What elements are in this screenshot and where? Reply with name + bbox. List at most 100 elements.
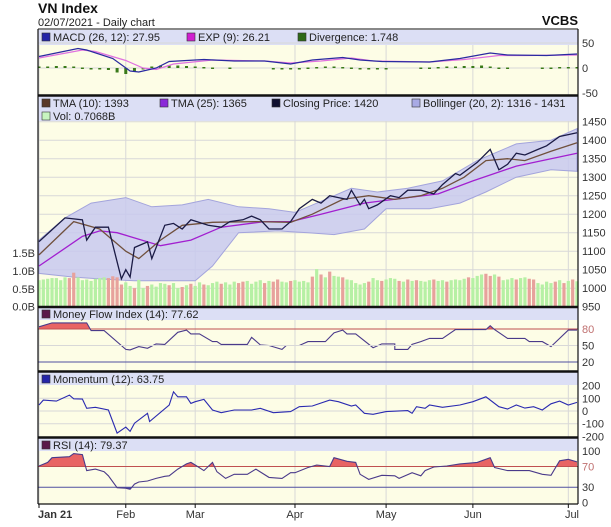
volume-bar	[532, 279, 536, 307]
x-tick-label: Feb	[116, 509, 135, 521]
volume-bar	[419, 280, 423, 307]
volume-bar	[445, 281, 449, 307]
legend-label: Divergence: 1.748	[309, 32, 398, 44]
brand-logo: VCBS	[542, 13, 578, 28]
divergence-bar	[462, 66, 466, 68]
volume-bar	[497, 276, 501, 307]
divergence-bar	[384, 68, 388, 70]
divergence-bar	[115, 68, 119, 73]
volume-bar	[423, 281, 427, 307]
volume-bar	[189, 283, 193, 307]
volume-bar	[406, 279, 410, 307]
divergence-bar	[54, 66, 58, 68]
volume-bar	[453, 279, 458, 307]
divergence-bar	[566, 67, 570, 69]
divergence-bar	[471, 66, 475, 68]
y-tick-label: 80	[582, 324, 594, 336]
x-tick-label: Jun	[464, 509, 482, 521]
divergence-bar	[141, 68, 145, 70]
volume-bar	[89, 280, 93, 307]
volume-bar	[72, 272, 76, 307]
divergence-bar	[358, 68, 362, 70]
panel-rsi: 100 70 30 0	[38, 438, 600, 510]
legend-label: RSI (14): 79.37	[53, 440, 128, 452]
panel-price: 1450 1400 1350 1300 1250 1200 1150 1100 1050 1000…	[12, 96, 606, 314]
volume-bar	[319, 274, 323, 307]
legend-label: TMA (10): 1393	[53, 98, 129, 110]
momentum-line	[38, 390, 578, 434]
mfi-line	[38, 322, 577, 351]
divergence-bar	[540, 67, 544, 69]
volume-bar	[263, 283, 267, 307]
y-tick-label: 1300	[582, 172, 606, 184]
divergence-bar	[375, 68, 379, 70]
x-tick-label: Mar	[186, 509, 205, 521]
volume-bar	[323, 277, 327, 307]
volume-bar	[271, 281, 275, 307]
volume-bar	[46, 278, 50, 307]
volume-bar	[362, 283, 367, 307]
volume-bar	[171, 283, 176, 307]
volume-bar	[462, 278, 466, 307]
y-tick-label: -200	[582, 431, 604, 443]
volume-bar	[59, 280, 63, 307]
volume-bar	[232, 281, 236, 307]
chart-title: VN Index	[38, 0, 98, 16]
volume-bar	[328, 271, 332, 307]
volume-bar	[414, 280, 419, 307]
volume-bar	[167, 285, 171, 307]
volume-bar	[471, 278, 475, 307]
y-tick-label: 1150	[582, 228, 606, 240]
volume-bar	[128, 285, 132, 307]
volume-bar	[145, 285, 150, 307]
legend-swatch	[41, 111, 51, 121]
divergence-bar	[228, 67, 232, 69]
y-tick-label: 100	[582, 393, 600, 405]
volume-bar	[115, 277, 119, 307]
volume-bar	[558, 280, 562, 307]
volume-bar	[202, 284, 206, 307]
divergence-bar	[297, 68, 301, 70]
volume-bar	[310, 276, 314, 307]
divergence-bar	[176, 65, 180, 68]
y-tick-label: -50	[582, 88, 598, 100]
volume-bar	[553, 281, 557, 307]
volume-bar	[54, 278, 58, 307]
volume-bar	[228, 284, 232, 307]
chart-subtitle: 02/07/2021 - Daily chart	[38, 17, 155, 29]
volume-bar	[245, 280, 249, 307]
y-tick-label: 950	[582, 302, 600, 314]
volume-bar	[137, 279, 141, 307]
legend-label: Bollinger (20, 2): 1316 - 1431	[423, 98, 565, 110]
volume-bar	[375, 280, 380, 307]
y-tick-label: 1200	[582, 209, 606, 221]
y-tick-label: 50	[582, 341, 594, 353]
divergence-bar	[211, 67, 215, 69]
divergence-bar	[558, 67, 562, 69]
divergence-bar	[158, 65, 162, 68]
legend-swatch	[41, 98, 51, 108]
legend-swatch	[411, 98, 421, 108]
volume-bar	[349, 280, 353, 307]
volume-bar	[562, 283, 566, 307]
panel-macd: 50 0 -50	[37, 30, 598, 100]
divergence-bar	[124, 68, 128, 74]
volume-bar	[501, 280, 505, 307]
volume-bar	[67, 278, 71, 307]
y-tick-label: 50	[582, 38, 594, 50]
panel-mfi: 80 50 20	[38, 307, 594, 371]
volume-bar	[210, 283, 215, 307]
volume-bar	[336, 276, 340, 307]
volume-bar	[158, 283, 163, 307]
legend-item: RSI (14): 79.37	[41, 440, 128, 452]
volume-bar	[50, 278, 54, 307]
divergence-bar	[315, 67, 319, 69]
closing-price-line	[38, 132, 578, 281]
legend-label: EXP (9): 26.21	[198, 32, 270, 44]
volume-bar	[258, 280, 262, 307]
volume-bar	[302, 280, 306, 307]
volume-bar	[236, 283, 241, 307]
volume-bar	[141, 288, 145, 307]
macd-line	[38, 47, 578, 73]
legend-item: Momentum (12): 63.75	[41, 374, 164, 386]
